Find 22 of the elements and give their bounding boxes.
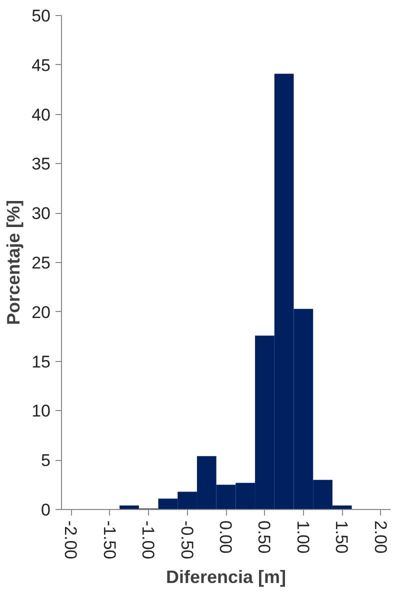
x-tick-label: -0.50 [177, 520, 196, 560]
x-tick-label: 0.00 [216, 520, 235, 554]
x-tick-label: -1.00 [138, 520, 158, 560]
y-tick-label: 40 [32, 105, 51, 124]
y-tick-label: 15 [32, 352, 51, 372]
y-tick-label: 25 [32, 254, 51, 272]
x-tick-label: -2.00 [61, 520, 80, 560]
x-tick-label: 1.50 [332, 520, 352, 554]
y-tick-label: 0 [41, 500, 51, 520]
y-tick-label: 45 [32, 56, 51, 75]
y-tick-label: 50 [32, 6, 51, 26]
y-tick-label: 10 [32, 402, 51, 421]
x-tick-label: 1.00 [293, 520, 312, 554]
y-tick-label: 35 [32, 154, 51, 174]
x-tick-label: 0.50 [254, 520, 274, 554]
y-tick-label: 30 [32, 204, 51, 224]
x-tick-label: -1.50 [100, 520, 119, 560]
x-tick-label: 2.00 [370, 520, 390, 554]
y-tick-label: 20 [32, 302, 51, 322]
y-axis-title: Porcentaje [%] [4, 200, 24, 326]
y-tick-label: 5 [41, 451, 51, 470]
x-axis-title: Diferencia [m] [166, 567, 286, 588]
